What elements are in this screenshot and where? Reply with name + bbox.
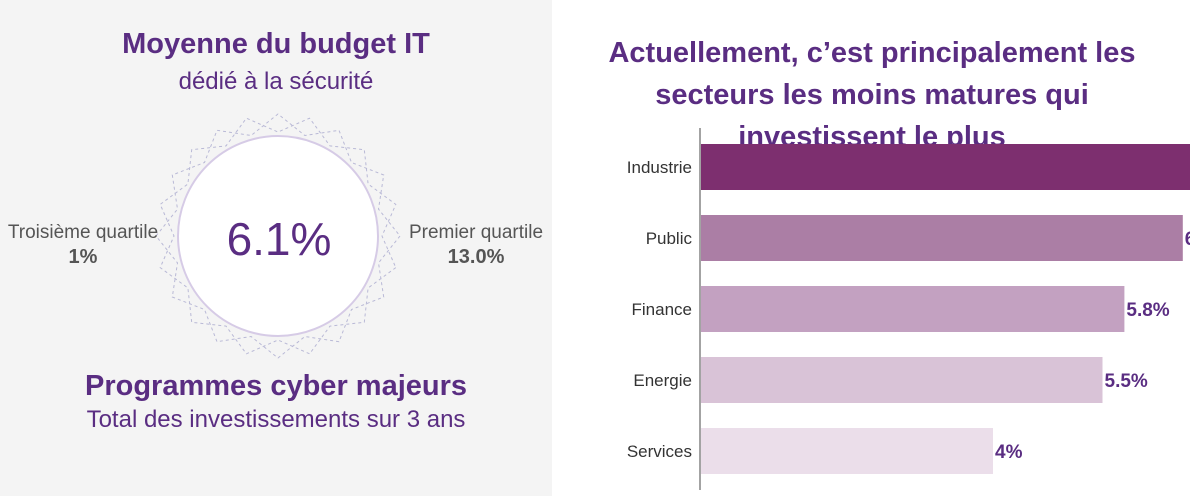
budget-title: Moyenne du budget IT [122, 28, 430, 60]
programs-title: Programmes cyber majeurs [84, 370, 468, 402]
category-label-public: Public [646, 229, 693, 248]
bar-industrie [701, 144, 1190, 190]
category-label-energie: Energie [633, 371, 692, 390]
budget-panel: Moyenne du budget IT dédié à la sécurité… [0, 0, 552, 496]
value-label-services: 4% [995, 442, 1023, 463]
budget-subtitle: dédié à la sécurité [178, 68, 374, 95]
bar-public [701, 215, 1183, 261]
sector-bar-chart: Industrie7%Public6.6%Finance5.8%Energie5… [627, 128, 1190, 490]
category-label-industrie: Industrie [627, 158, 692, 177]
category-label-finance: Finance [632, 300, 692, 319]
value-label-public: 6.6% [1185, 229, 1190, 250]
median-value: 6.1% [226, 213, 332, 265]
rosette-decoration [155, 113, 401, 359]
programs-subtitle: Total des investissements sur 3 ans [86, 406, 466, 433]
first-quartile: Premier quartile 13.0% [400, 222, 552, 269]
third-quartile-label: Troisième quartile [7, 222, 159, 243]
value-label-energie: 5.5% [1105, 371, 1148, 392]
bar-services [701, 428, 993, 474]
third-quartile: Troisième quartile 1% [0, 222, 166, 269]
third-quartile-value: 1% [68, 246, 98, 268]
bar-finance [701, 286, 1125, 332]
category-label-services: Services [627, 442, 692, 461]
value-label-finance: 5.8% [1126, 300, 1169, 321]
bar-energie [701, 357, 1103, 403]
chart-title: Actuellement, c’est principalement les s… [608, 37, 1136, 153]
first-quartile-label: Premier quartile [408, 222, 544, 243]
first-quartile-value: 13.0% [447, 246, 505, 268]
